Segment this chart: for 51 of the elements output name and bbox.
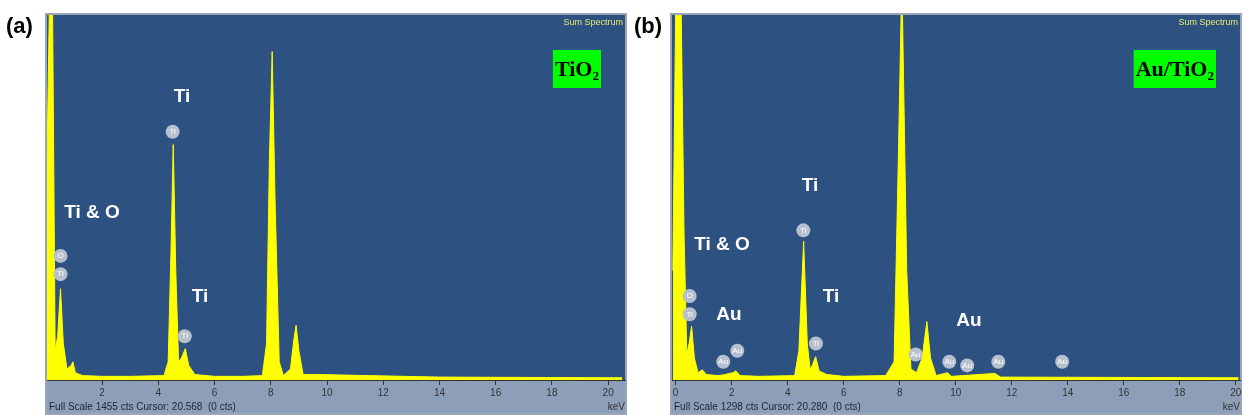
annotation: Au — [993, 356, 1004, 366]
annotation: O — [57, 251, 64, 261]
x-tick-label: 20 — [602, 386, 615, 398]
x-tick-label: 20 — [1230, 386, 1242, 398]
x-tick-label: 8 — [896, 386, 903, 398]
annotation: Au — [910, 349, 921, 359]
annotation: Au/TiO₂ — [1135, 55, 1215, 81]
annotation: Au — [732, 346, 743, 355]
text: Full Scale 1298 cts Cursor: 20.280 (0 cts) — [674, 400, 861, 412]
x-tick-label: 10 — [950, 386, 962, 398]
annotation: Ti — [191, 285, 209, 307]
x-tick-label: 12 — [377, 386, 390, 398]
x-tick-label: 2 — [99, 386, 106, 398]
annotation: Ti & O — [64, 201, 120, 223]
annotation: Sum Spectrum — [1178, 17, 1238, 28]
x-tick-label: 14 — [433, 386, 446, 398]
annotation: Au — [716, 303, 742, 325]
text: Full Scale 1455 cts Cursor: 20.568 (0 cts) — [49, 400, 236, 412]
annotation: O — [686, 291, 693, 301]
annotation: Ti — [173, 85, 191, 107]
annotation: Ti — [812, 338, 820, 348]
annotation: Sum Spectrum — [563, 17, 623, 28]
annotation: Au — [962, 360, 973, 370]
annotation: Ti & O — [694, 233, 750, 255]
annotation: Au — [944, 356, 955, 366]
x-axis-title: keV — [1222, 400, 1241, 412]
chart-title: (a) — [6, 13, 33, 39]
x-tick-label: 0 — [672, 386, 679, 398]
annotation: Au — [718, 356, 729, 366]
annotation: Ti — [57, 269, 64, 279]
annotation: Au — [956, 309, 982, 331]
x-tick-label: 18 — [546, 386, 558, 398]
x-tick-label: 4 — [784, 386, 791, 398]
x-tick-label: 6 — [211, 386, 218, 398]
x-tick-label: 8 — [268, 386, 274, 398]
annotation: Ti — [800, 225, 807, 235]
annotation: Au — [1057, 356, 1068, 366]
annotation: TiO₂ — [554, 55, 600, 81]
x-tick-label: 18 — [1174, 386, 1186, 398]
x-tick-label: 12 — [1006, 386, 1018, 398]
x-axis-title: keV — [607, 400, 626, 412]
x-tick-label: 4 — [155, 386, 162, 398]
x-tick-label: 6 — [840, 386, 847, 398]
x-tick-label: 16 — [490, 386, 502, 398]
x-tick-label: 10 — [321, 386, 333, 398]
x-tick-label: 16 — [1118, 386, 1130, 398]
x-tick-label: 2 — [728, 386, 735, 398]
annotation: Ti — [822, 285, 840, 307]
annotation: Ti — [801, 174, 819, 196]
x-tick-label: 14 — [1062, 386, 1074, 398]
chart-title: (b) — [634, 13, 663, 39]
